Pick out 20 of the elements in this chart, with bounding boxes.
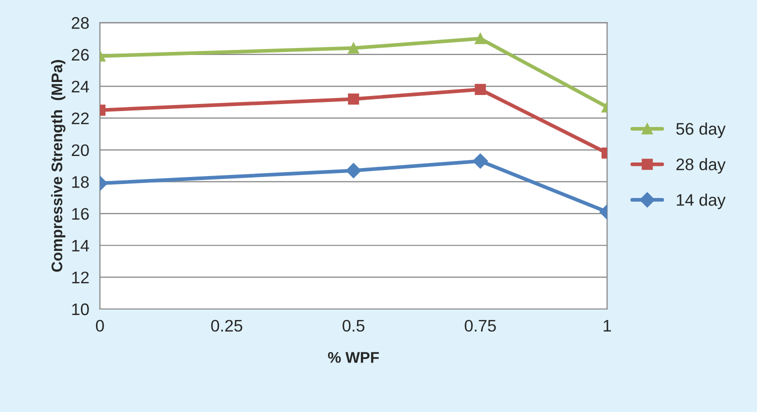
x-tick-label: 0.5 [342,320,364,332]
legend-label: 28 day [676,158,726,174]
y-tick-label: 26 [72,48,89,61]
y-tick-label: 20 [72,144,89,156]
y-tick-label: 10 [72,303,89,316]
y-tick-label: 14 [72,240,90,252]
y-tick-label: 22 [72,112,89,124]
legend-label: 56 day [676,122,726,138]
x-axis-title: % WPF [328,352,379,363]
y-tick-label: 16 [72,208,89,220]
y-axis-title: Compressive Strength (MPa) [51,60,66,272]
y-tick-label: 12 [72,272,89,284]
x-tick-label: 0.75 [464,320,496,332]
x-tick-label: 1 [604,320,611,332]
x-tick-label: 0.25 [211,320,242,332]
legend-label: 14 day [676,194,726,210]
y-tick-label: 24 [72,80,90,92]
y-tick-label: 18 [72,176,89,188]
x-tick-label: 0 [96,320,104,332]
y-tick-label: 28 [72,17,89,29]
